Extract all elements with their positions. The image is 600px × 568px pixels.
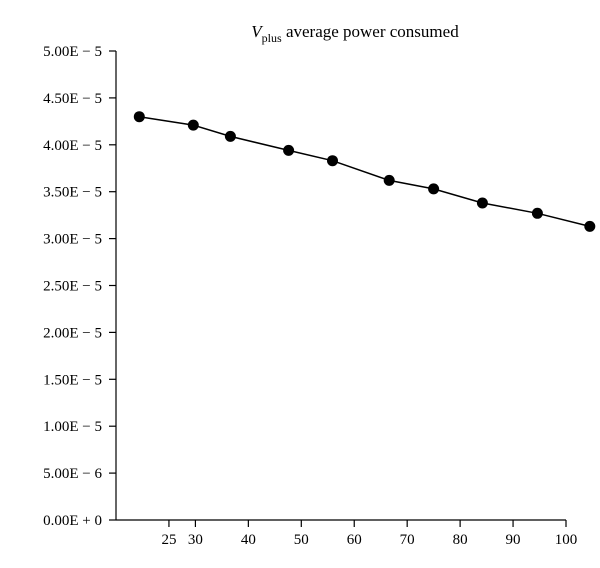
y-tick-label: 4.00E − 5 — [43, 138, 102, 154]
data-series — [133, 111, 596, 232]
series-line — [139, 115, 590, 228]
y-tick-label: 0.00E + 0 — [43, 513, 102, 529]
x-tick-label: 80 — [453, 532, 468, 548]
data-point — [476, 197, 488, 209]
x-tick-label: 25 — [161, 532, 176, 548]
data-point — [531, 207, 543, 219]
data-point — [283, 144, 295, 156]
data-point — [133, 111, 145, 123]
data-point — [187, 119, 199, 131]
data-point — [224, 130, 236, 142]
data-point — [428, 183, 440, 195]
y-tick-label: 3.50E − 5 — [43, 185, 102, 201]
x-tick-label: 30 — [188, 532, 203, 548]
chart-title-text: average power consumed — [282, 22, 460, 41]
y-tick-label: 4.50E − 5 — [43, 91, 102, 107]
y-tick-label: 2.00E − 5 — [43, 325, 102, 341]
x-axis-ticks: 25 30 40 50 60 70 80 90 100 — [161, 520, 577, 548]
y-axis-ticks: 0.00E + 0 5.00E − 6 1.00E − 5 1.50E − 5 2.00… — [43, 44, 116, 529]
y-tick-label: 3.00E − 5 — [43, 232, 102, 248]
axes — [115, 51, 566, 521]
y-tick-label: 1.50E − 5 — [43, 372, 102, 388]
y-tick-label: 5.00E − 6 — [43, 466, 102, 482]
x-tick-label: 90 — [506, 532, 521, 548]
x-tick-label: 40 — [241, 532, 256, 548]
chart-title-subscript: plus — [262, 31, 282, 45]
x-tick-label: 60 — [347, 532, 362, 548]
y-tick-label: 5.00E − 5 — [43, 44, 102, 60]
y-tick-label: 1.00E − 5 — [43, 419, 102, 435]
chart-title-variable: V — [251, 22, 264, 41]
data-point — [383, 174, 395, 186]
data-point — [327, 155, 338, 167]
y-tick-label: 2.50E − 5 — [43, 279, 102, 295]
x-tick-label: 50 — [294, 532, 309, 548]
x-tick-label: 100 — [555, 532, 578, 548]
data-point — [584, 220, 596, 232]
chart-title: Vplus average power consumed — [251, 22, 459, 45]
x-tick-label: 70 — [400, 532, 415, 548]
